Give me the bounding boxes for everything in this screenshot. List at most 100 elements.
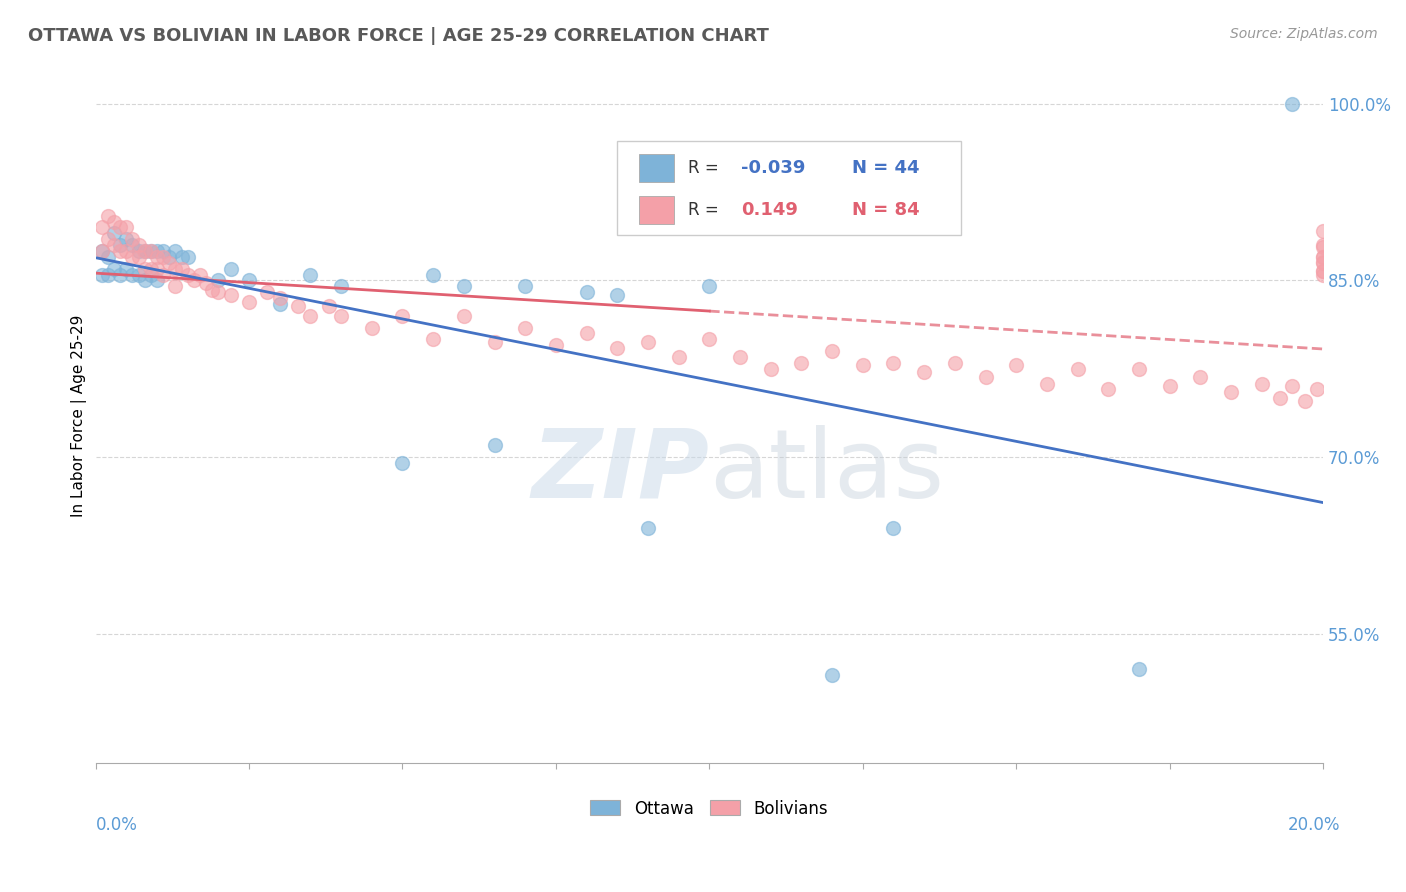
Point bbox=[453, 279, 475, 293]
Point bbox=[287, 299, 309, 313]
Point bbox=[108, 268, 131, 282]
Text: atlas: atlas bbox=[710, 425, 945, 518]
Point bbox=[1312, 264, 1334, 278]
Point bbox=[146, 244, 169, 258]
FancyBboxPatch shape bbox=[617, 142, 962, 235]
Point bbox=[1281, 379, 1303, 393]
Point bbox=[90, 244, 112, 258]
Point bbox=[1294, 393, 1316, 408]
Point bbox=[821, 668, 844, 682]
Text: ZIP: ZIP bbox=[531, 425, 710, 518]
Point bbox=[165, 244, 187, 258]
Point bbox=[165, 261, 187, 276]
Point bbox=[269, 297, 291, 311]
Point bbox=[115, 232, 138, 246]
Point bbox=[974, 370, 997, 384]
Point bbox=[97, 268, 120, 282]
Point bbox=[90, 268, 112, 282]
Point bbox=[484, 334, 506, 349]
Point bbox=[176, 250, 198, 264]
Point bbox=[115, 261, 138, 276]
Point bbox=[882, 356, 904, 370]
Point bbox=[1097, 382, 1119, 396]
Point bbox=[637, 334, 659, 349]
Point bbox=[1220, 385, 1243, 400]
Text: 20.0%: 20.0% bbox=[1288, 816, 1340, 834]
Point bbox=[575, 285, 598, 300]
Point bbox=[575, 326, 598, 341]
Point bbox=[103, 214, 125, 228]
Point bbox=[108, 238, 131, 252]
Point bbox=[269, 291, 291, 305]
Point bbox=[391, 456, 413, 470]
Point bbox=[134, 273, 156, 287]
Point bbox=[97, 250, 120, 264]
Point bbox=[238, 273, 260, 287]
Point bbox=[238, 294, 260, 309]
Point bbox=[128, 244, 150, 258]
Point bbox=[121, 238, 143, 252]
Point bbox=[207, 285, 229, 300]
Point bbox=[146, 261, 169, 276]
Point bbox=[146, 250, 169, 264]
Point bbox=[157, 250, 180, 264]
Point bbox=[699, 332, 721, 346]
Point bbox=[121, 250, 143, 264]
Point bbox=[188, 268, 211, 282]
Point bbox=[943, 356, 966, 370]
Point bbox=[1128, 361, 1150, 376]
FancyBboxPatch shape bbox=[640, 154, 673, 182]
Point bbox=[1312, 238, 1334, 252]
Point bbox=[139, 268, 162, 282]
Point bbox=[128, 250, 150, 264]
Point bbox=[103, 227, 125, 241]
Point bbox=[299, 268, 322, 282]
Point bbox=[97, 232, 120, 246]
Point bbox=[330, 279, 353, 293]
Point bbox=[121, 268, 143, 282]
Point bbox=[152, 268, 174, 282]
Point bbox=[728, 350, 751, 364]
Point bbox=[176, 268, 198, 282]
Point bbox=[195, 276, 218, 290]
Point bbox=[422, 268, 444, 282]
Point bbox=[544, 338, 567, 352]
Point bbox=[139, 244, 162, 258]
Point bbox=[1250, 377, 1272, 392]
Point bbox=[152, 244, 174, 258]
Point bbox=[1159, 379, 1181, 393]
Text: R =: R = bbox=[689, 159, 724, 177]
Legend: Ottawa, Bolivians: Ottawa, Bolivians bbox=[583, 793, 835, 824]
Point bbox=[1281, 96, 1303, 111]
Point bbox=[165, 279, 187, 293]
Point bbox=[699, 279, 721, 293]
Point bbox=[821, 344, 844, 359]
Point bbox=[183, 273, 205, 287]
Point bbox=[606, 341, 628, 355]
Point bbox=[1312, 264, 1334, 278]
Point bbox=[152, 250, 174, 264]
Point bbox=[108, 244, 131, 258]
Point bbox=[207, 273, 229, 287]
Point bbox=[1312, 240, 1334, 254]
Point bbox=[128, 268, 150, 282]
Point bbox=[1005, 358, 1028, 372]
Point bbox=[121, 232, 143, 246]
Point bbox=[1189, 370, 1212, 384]
Text: -0.039: -0.039 bbox=[741, 159, 806, 177]
Point bbox=[1312, 224, 1334, 238]
Text: N = 44: N = 44 bbox=[852, 159, 920, 177]
Point bbox=[146, 273, 169, 287]
Text: Source: ZipAtlas.com: Source: ZipAtlas.com bbox=[1230, 27, 1378, 41]
Point bbox=[912, 365, 935, 379]
Point bbox=[134, 261, 156, 276]
Point bbox=[453, 309, 475, 323]
Point bbox=[1066, 361, 1088, 376]
Point bbox=[128, 238, 150, 252]
Point bbox=[97, 209, 120, 223]
Point bbox=[882, 521, 904, 535]
Text: OTTAWA VS BOLIVIAN IN LABOR FORCE | AGE 25-29 CORRELATION CHART: OTTAWA VS BOLIVIAN IN LABOR FORCE | AGE … bbox=[28, 27, 769, 45]
Point bbox=[515, 320, 537, 334]
Point bbox=[1128, 662, 1150, 676]
Point bbox=[115, 244, 138, 258]
